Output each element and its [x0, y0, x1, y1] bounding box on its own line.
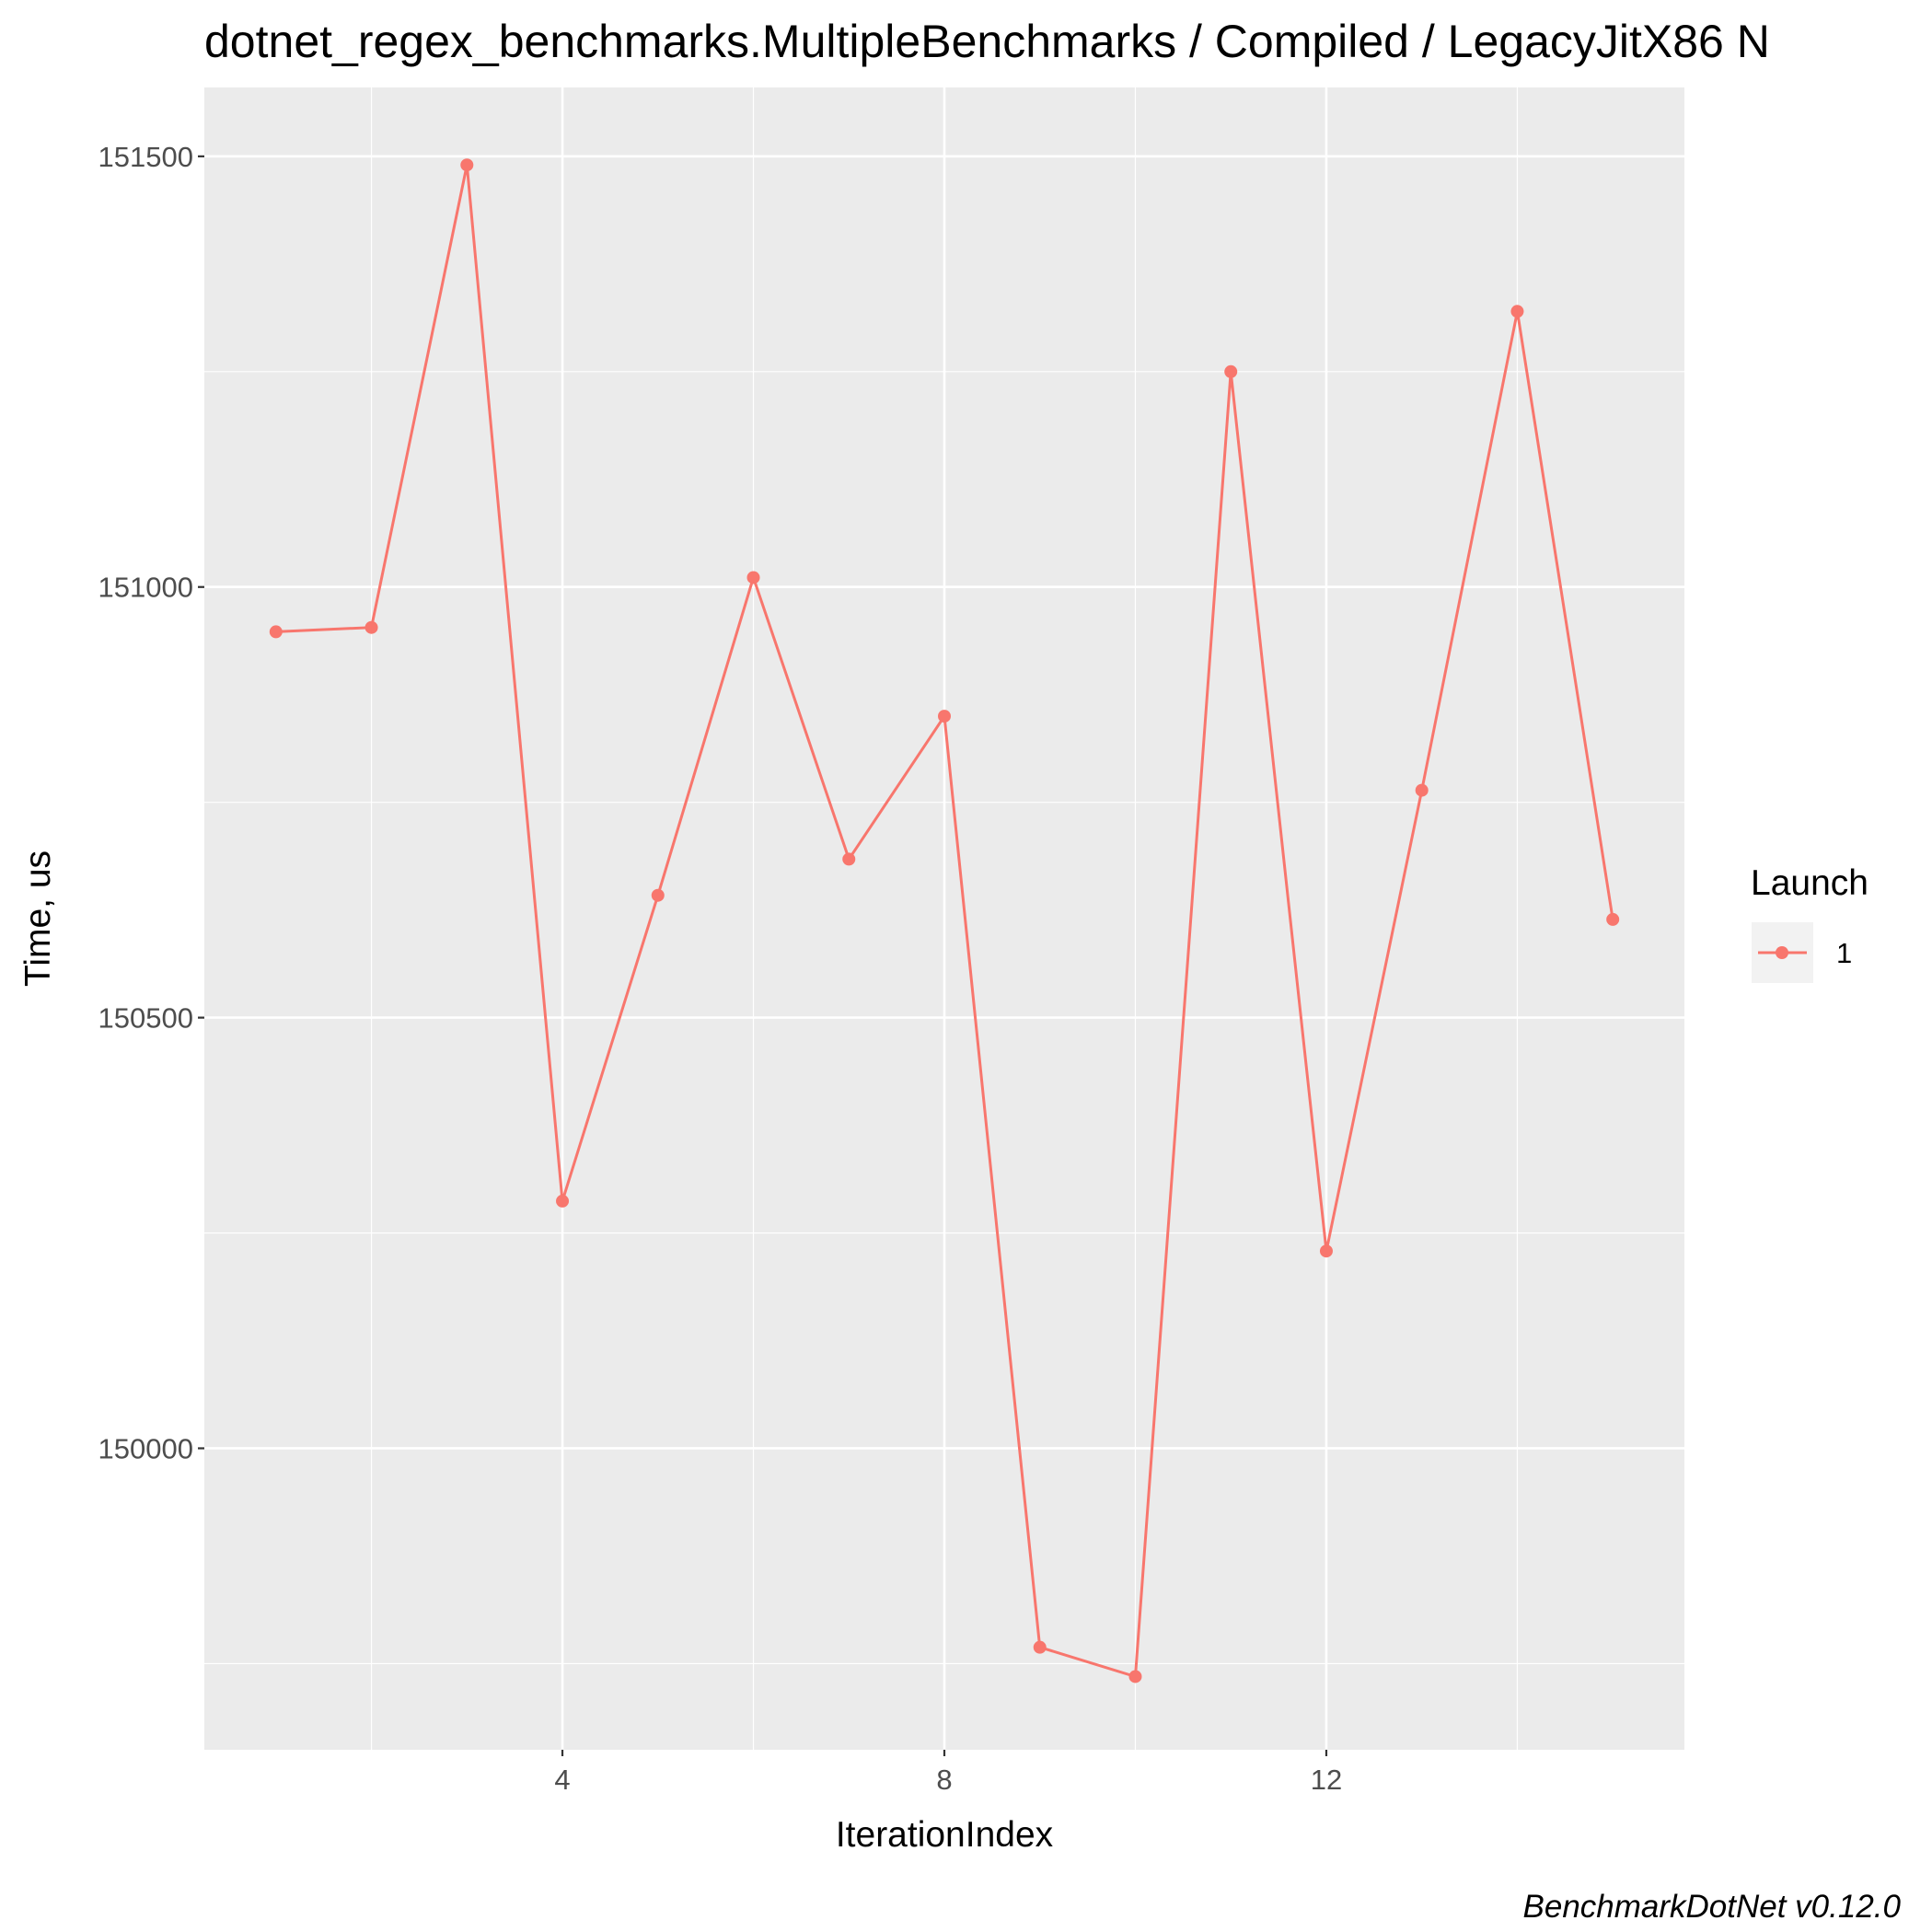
y-tick-label-1: 150500 [98, 1002, 193, 1035]
x-tick-label-1: 8 [936, 1764, 952, 1796]
chart-title: dotnet_regex_benchmarks.MultipleBenchmar… [204, 16, 1770, 67]
data-point-6 [746, 571, 760, 584]
legend-key-point [1776, 946, 1788, 959]
caption: BenchmarkDotNet v0.12.0 [1523, 1889, 1902, 1925]
data-point-3 [460, 158, 474, 172]
data-point-11 [1224, 364, 1238, 378]
data-point-14 [1510, 305, 1524, 318]
data-point-13 [1415, 783, 1429, 797]
x-axis-title: IterationIndex [836, 1815, 1054, 1855]
data-point-12 [1319, 1244, 1333, 1258]
data-point-1 [269, 625, 283, 639]
legend-title: Launch [1751, 863, 1868, 903]
data-point-5 [651, 888, 665, 902]
data-point-15 [1606, 912, 1620, 926]
x-tick-label-2: 12 [1311, 1764, 1342, 1796]
data-point-8 [938, 710, 951, 723]
y-tick-label-2: 151000 [98, 572, 193, 604]
y-axis-title: Time, us [18, 850, 58, 987]
data-point-7 [842, 852, 856, 866]
data-point-2 [364, 620, 378, 634]
legend-label-1: 1 [1836, 937, 1852, 969]
data-point-10 [1128, 1670, 1142, 1683]
data-point-4 [556, 1194, 570, 1208]
y-tick-label-0: 150000 [98, 1432, 193, 1464]
x-axis: 4 8 12 [554, 1750, 1342, 1796]
legend: Launch 1 [1751, 863, 1868, 983]
major-gridlines [204, 87, 1684, 1750]
y-axis: 150000 150500 151000 151500 [98, 141, 204, 1464]
data-point-9 [1033, 1640, 1047, 1654]
x-tick-label-0: 4 [554, 1764, 570, 1796]
y-tick-label-3: 151500 [98, 141, 193, 173]
series-layer [269, 158, 1620, 1683]
